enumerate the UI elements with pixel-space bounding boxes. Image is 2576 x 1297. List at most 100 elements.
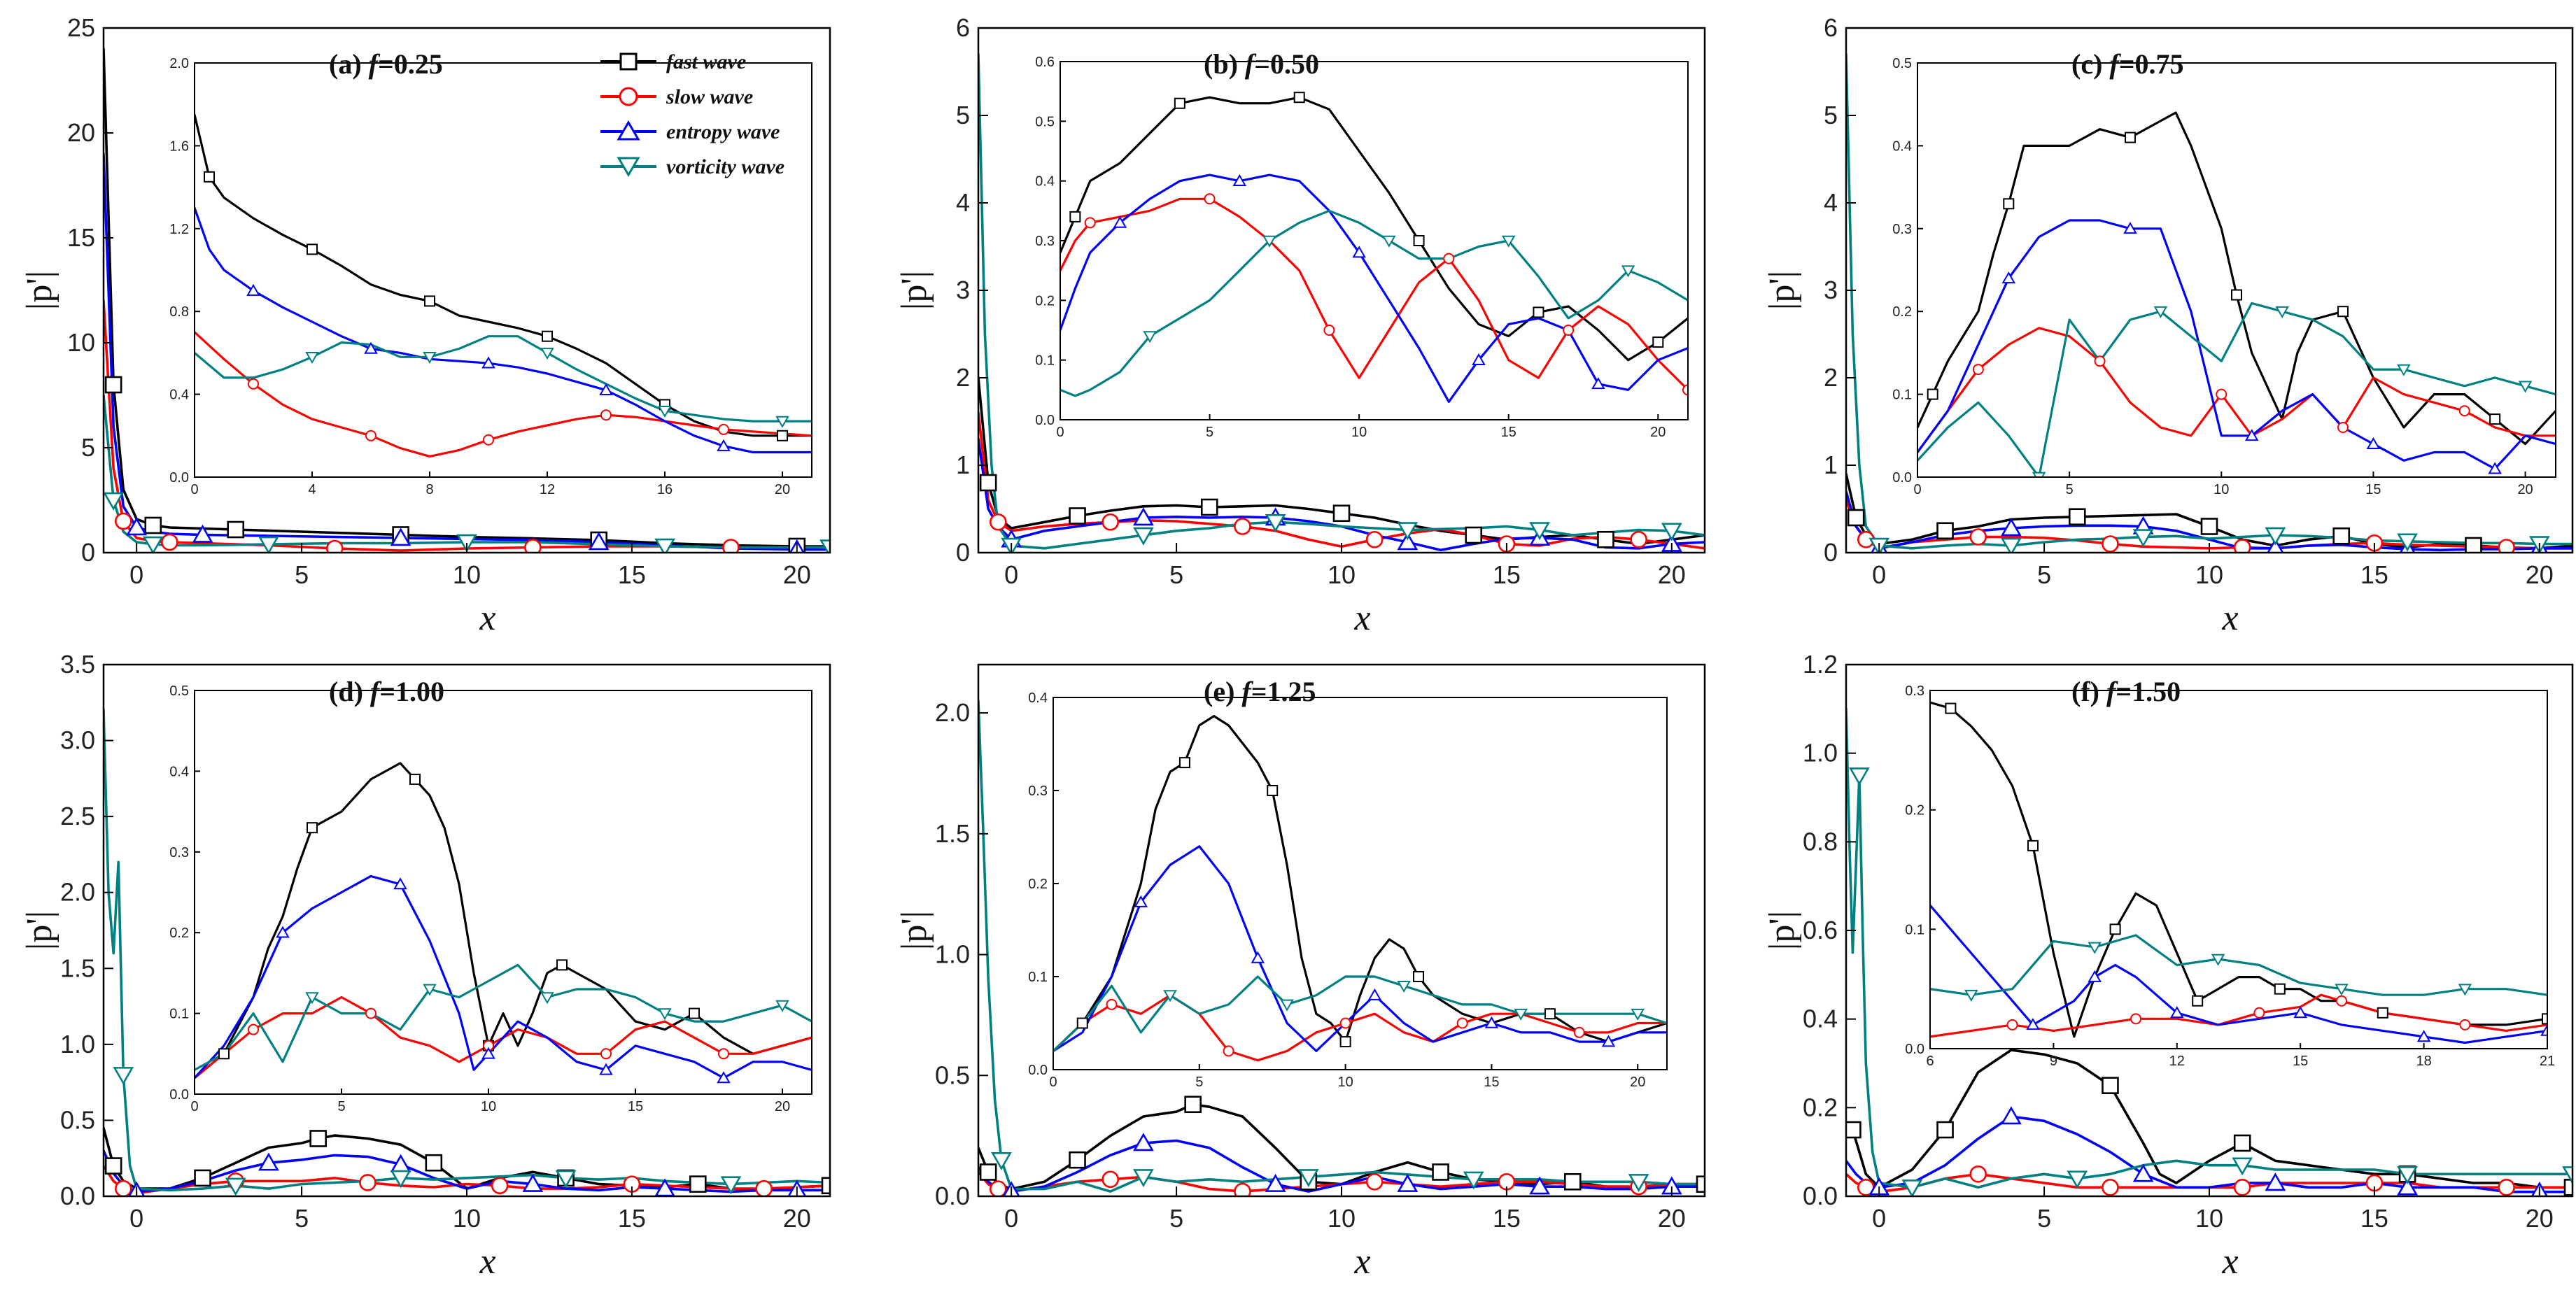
data-point: [1332, 504, 1351, 523]
series-group: [1917, 111, 2556, 477]
y-tick-label: 0.1: [1028, 970, 1048, 985]
x-tick-label: 0: [190, 482, 198, 497]
y-tick-label: 0.3: [1035, 234, 1055, 249]
data-point: [990, 1180, 1007, 1196]
y-tick-label: 0.5: [60, 1105, 95, 1134]
data-point: [1133, 1169, 1154, 1188]
data-point: [1163, 990, 1177, 1002]
x-tick-label: 10: [2195, 560, 2223, 589]
panel-title-text: (f) f=1.50: [2071, 676, 2181, 707]
data-point: [1514, 1008, 1528, 1021]
x-tick-label: 0: [1049, 1075, 1057, 1090]
legend-label: fast wave: [666, 50, 746, 73]
x-tick-label: 20: [783, 1204, 811, 1233]
x-tick-label: 10: [1351, 425, 1367, 440]
y-tick-label: 20: [67, 118, 95, 147]
y-tick-label: 0.1: [1035, 353, 1055, 369]
data-point: [718, 1048, 729, 1060]
data-point: [2109, 923, 2121, 935]
data-point: [720, 1176, 742, 1195]
y-tick-label: 2.0: [935, 698, 970, 727]
triangle-up-marker-icon: [617, 120, 640, 141]
data-point: [2153, 306, 2168, 318]
y-tick-label: 1: [1824, 451, 1838, 479]
data-point: [2068, 508, 2086, 526]
data-point: [1630, 530, 1647, 548]
x-tick-label: 10: [453, 1204, 481, 1233]
data-point: [2102, 535, 2119, 553]
data-point: [1544, 1008, 1556, 1020]
y-tick-label: 0.2: [1028, 877, 1048, 892]
inset-plot: 0 5 10 15 20 0.0 0.1 0.2 0.3 0.4 0.5: [169, 683, 812, 1114]
data-point: [689, 1007, 700, 1019]
data-point: [1133, 527, 1154, 546]
data-point: [1529, 522, 1550, 541]
data-point: [717, 439, 731, 451]
data-point: [1533, 306, 1544, 318]
data-point: [2563, 1179, 2573, 1196]
data-point: [104, 492, 125, 511]
series-line-slow-wave: [1053, 994, 1667, 1062]
y-tick-label: 0.0: [1905, 1042, 1924, 1057]
data-point: [2458, 984, 2472, 996]
data-point: [2027, 839, 2039, 851]
x-tick-label: 10: [453, 560, 481, 589]
y-tick-label: 3: [1824, 276, 1838, 304]
series-line-fast-wave: [195, 762, 812, 1079]
legend: fast wave slow wave entropy wave vortici…: [600, 50, 784, 178]
data-point: [2244, 429, 2259, 441]
data-point: [161, 533, 178, 551]
data-point: [2488, 462, 2502, 474]
data-point: [204, 171, 215, 183]
series-group: [1930, 701, 2547, 1044]
data-point: [104, 1157, 122, 1175]
x-tick-label: 4: [308, 482, 316, 497]
x-tick-label: 5: [1169, 560, 1183, 589]
data-point: [2518, 381, 2533, 393]
x-tick-label: 5: [1206, 425, 1213, 440]
data-point: [225, 1177, 246, 1196]
data-point: [142, 536, 164, 553]
data-point: [777, 430, 788, 441]
data-point: [2233, 539, 2251, 553]
panel-b: 0 5 10 15 20 0 1 2 3 4 5 6 0 5 10 15 20 0.0 0.1 0.2 0.3 0.4 0.…: [894, 13, 1706, 638]
data-point: [2102, 1179, 2119, 1196]
data-point: [1397, 1174, 1419, 1192]
y-tick-label: 0.4: [169, 388, 189, 403]
data-point: [2088, 942, 2102, 954]
data-point: [1397, 532, 1419, 551]
data-point: [1352, 246, 1366, 258]
data-point: [1200, 498, 1218, 516]
data-point: [2416, 1030, 2431, 1042]
inset-frame: [1917, 62, 2556, 478]
y-tick-label: 1.0: [935, 940, 970, 969]
data-point: [1397, 981, 1411, 993]
data-point: [542, 330, 553, 342]
series-line-vorticity-wave: [195, 963, 812, 1071]
series-line-fast-wave: [104, 1126, 830, 1192]
data-point: [2293, 1006, 2307, 1019]
x-tick-label: 20: [1658, 560, 1686, 589]
series-line-vorticity-wave: [195, 335, 812, 423]
data-point: [409, 773, 421, 785]
y-tick-label: 4: [956, 188, 970, 217]
data-point: [599, 383, 613, 395]
data-point: [1069, 1151, 1086, 1169]
x-tick-label: 20: [1658, 1204, 1686, 1233]
data-point: [990, 513, 1007, 531]
data-point: [588, 532, 610, 551]
square-marker-icon: [619, 52, 638, 71]
y-tick-label: 0.0: [60, 1182, 95, 1210]
data-point: [658, 1008, 672, 1021]
data-point: [1901, 1179, 1923, 1196]
data-point: [2200, 518, 2218, 535]
data-point: [1234, 1182, 1251, 1196]
x-tick-label: 10: [1328, 1204, 1356, 1233]
series-line-fast-wave: [1917, 111, 2556, 446]
data-point: [365, 1007, 376, 1019]
data-point: [2001, 518, 2022, 537]
inset-plot: 0 5 10 15 20 0.0 0.1 0.2 0.3 0.4 0.5: [1892, 56, 2556, 497]
y-tick-label: 0.4: [1892, 139, 1912, 154]
circle-marker-icon: [619, 87, 638, 106]
data-point: [305, 992, 319, 1005]
